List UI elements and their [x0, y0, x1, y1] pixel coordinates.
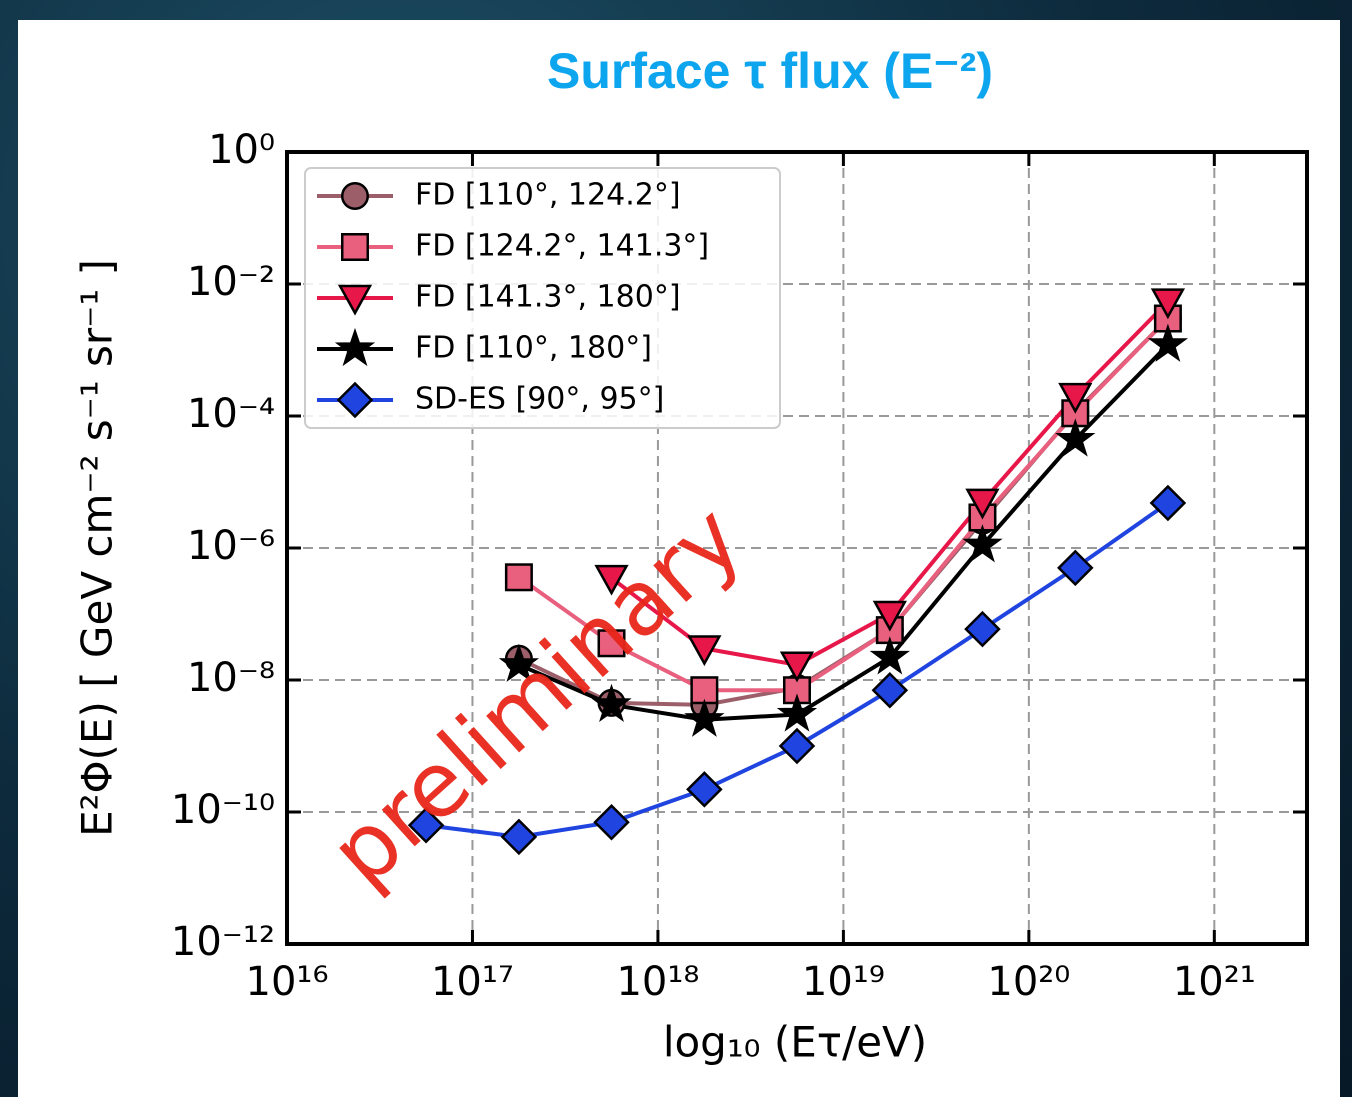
data-point — [687, 635, 722, 667]
legend-label: SD-ES [90°, 95°] — [415, 382, 664, 417]
legend-label: FD [141.3°, 180°] — [415, 280, 681, 315]
y-tick-label: 10⁻¹⁰ — [171, 787, 275, 833]
data-point — [1057, 549, 1094, 587]
plot-frame — [285, 150, 1309, 946]
x-tick-label: 10¹⁸ — [616, 959, 699, 1005]
y-tick-label: 10⁻⁶ — [187, 523, 275, 569]
legend-label: FD [110°, 180°] — [415, 331, 652, 366]
x-axis-label: log₁₀ (Eτ/eV) — [663, 1018, 927, 1067]
y-axis-label: E²Φ(E) [ GeV cm⁻² s⁻¹ sr⁻¹ ] — [73, 259, 122, 837]
data-point — [1149, 484, 1187, 522]
data-point — [776, 693, 818, 732]
data-point — [872, 600, 907, 632]
x-tick-label: 10¹⁷ — [431, 959, 514, 1005]
data-point — [594, 564, 629, 596]
data-point — [498, 643, 540, 682]
legend-label: FD [110°, 124.2°] — [415, 178, 681, 213]
data-point — [684, 698, 725, 737]
data-point — [869, 636, 910, 675]
data-point — [778, 727, 816, 765]
legend-marker — [341, 182, 369, 210]
legend-box — [304, 167, 781, 429]
data-point — [871, 671, 909, 709]
legend-marker — [337, 284, 373, 316]
data-point — [1058, 382, 1093, 414]
data-point — [1150, 288, 1186, 320]
data-point — [964, 610, 1001, 648]
data-point — [965, 488, 1000, 520]
data-point — [504, 563, 533, 592]
y-tick-label: 10⁻⁸ — [187, 655, 275, 701]
data-point — [686, 771, 723, 808]
data-point — [779, 651, 815, 683]
data-point — [593, 803, 630, 841]
data-point — [597, 629, 626, 658]
data-point — [962, 524, 1003, 563]
series-line — [518, 343, 1170, 722]
data-point — [1055, 418, 1096, 457]
legend-label: FD [124.2°, 141.3°] — [415, 229, 709, 264]
y-tick-label: 10⁻² — [187, 259, 275, 305]
legend-marker — [334, 327, 376, 367]
legend-marker — [341, 233, 369, 261]
x-tick-label: 10¹⁹ — [802, 959, 885, 1005]
series-line — [517, 317, 1170, 693]
y-tick-label: 10⁰ — [208, 127, 275, 173]
data-point — [1147, 323, 1189, 362]
y-tick-label: 10⁻¹² — [171, 919, 275, 965]
y-tick-label: 10⁻⁴ — [187, 391, 275, 437]
data-point — [407, 806, 445, 844]
legend-marker — [336, 381, 374, 419]
data-point — [500, 818, 538, 856]
chart-title: Surface τ flux (E⁻²) — [547, 43, 993, 99]
data-point — [591, 683, 632, 722]
x-tick-label: 10²⁰ — [987, 959, 1070, 1005]
x-tick-label: 10¹⁶ — [246, 959, 329, 1005]
x-tick-label: 10²¹ — [1173, 959, 1256, 1005]
